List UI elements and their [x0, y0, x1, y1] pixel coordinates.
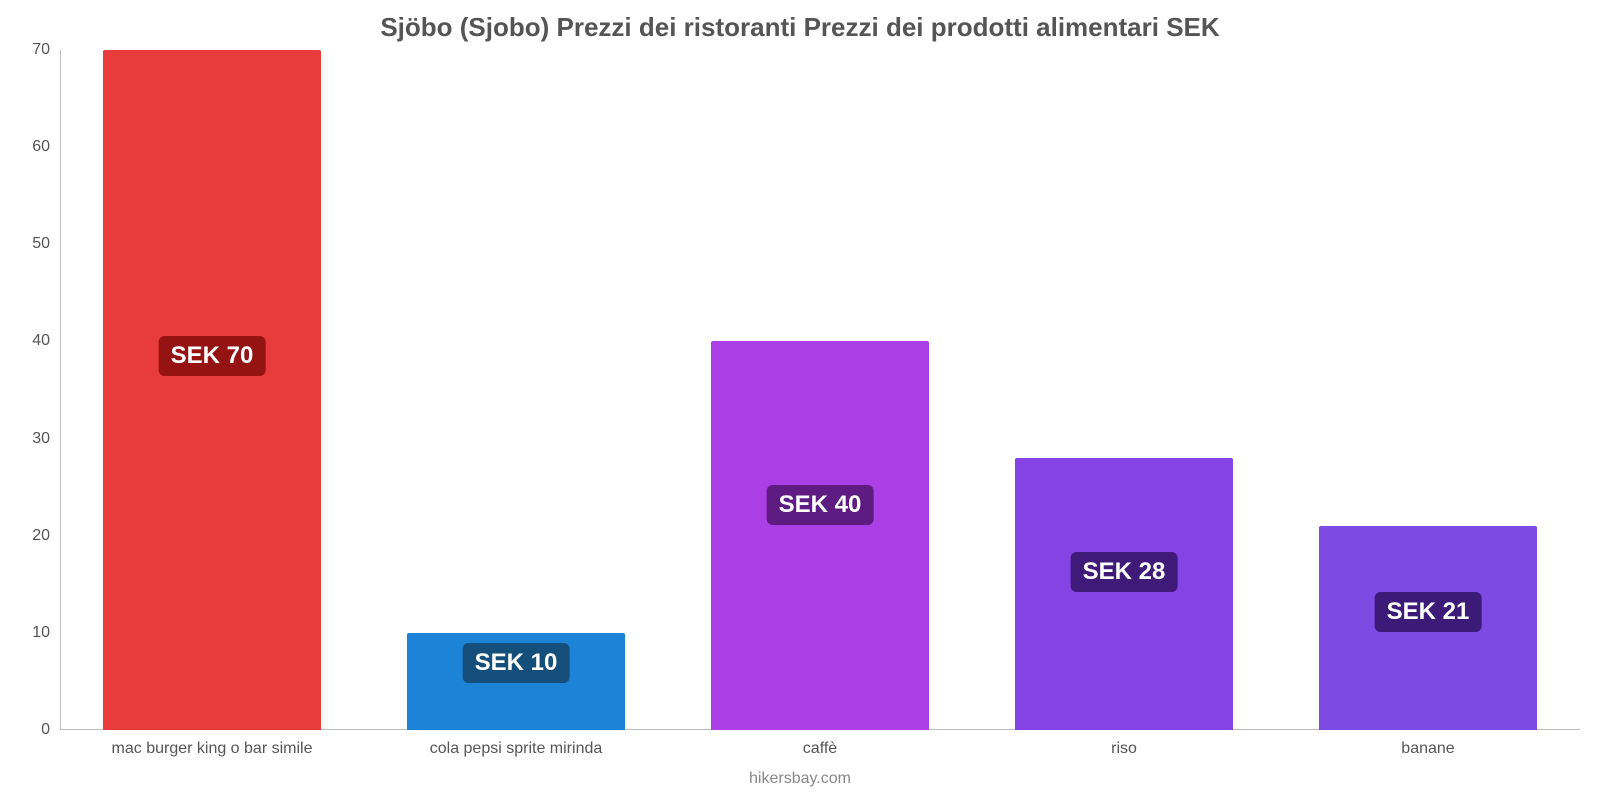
x-tick-label: banane: [1401, 730, 1454, 758]
plot-area: 010203040506070 SEK 70mac burger king o …: [60, 50, 1580, 730]
bars-group: SEK 70mac burger king o bar simileSEK 10…: [60, 50, 1580, 730]
y-tick-label: 0: [41, 721, 60, 739]
y-tick-label: 50: [32, 235, 60, 253]
bar-value-badge: SEK 40: [767, 485, 874, 525]
y-tick-label: 30: [32, 430, 60, 448]
bar: [1015, 458, 1234, 730]
x-tick-label: cola pepsi sprite mirinda: [430, 730, 603, 758]
x-tick-label: mac burger king o bar simile: [112, 730, 313, 758]
bar-column: SEK 10cola pepsi sprite mirinda: [364, 50, 668, 730]
y-tick-label: 70: [32, 41, 60, 59]
bar: [103, 50, 322, 730]
bar-column: SEK 28riso: [972, 50, 1276, 730]
bar-value-badge: SEK 70: [159, 336, 266, 376]
bar-value-badge: SEK 28: [1071, 552, 1178, 592]
chart-footer: hikersbay.com: [0, 770, 1600, 788]
bar: [711, 341, 930, 730]
chart-title: Sjöbo (Sjobo) Prezzi dei ristoranti Prez…: [0, 12, 1600, 43]
bar-value-badge: SEK 21: [1375, 592, 1482, 632]
x-tick-label: caffè: [803, 730, 837, 758]
y-tick-label: 10: [32, 624, 60, 642]
bar-value-badge: SEK 10: [463, 643, 570, 683]
bar-column: SEK 40caffè: [668, 50, 972, 730]
bar-column: SEK 21banane: [1276, 50, 1580, 730]
x-tick-label: riso: [1111, 730, 1137, 758]
bar-column: SEK 70mac burger king o bar simile: [60, 50, 364, 730]
y-tick-label: 20: [32, 527, 60, 545]
y-tick-label: 60: [32, 138, 60, 156]
chart-container: Sjöbo (Sjobo) Prezzi dei ristoranti Prez…: [0, 0, 1600, 800]
y-tick-label: 40: [32, 332, 60, 350]
